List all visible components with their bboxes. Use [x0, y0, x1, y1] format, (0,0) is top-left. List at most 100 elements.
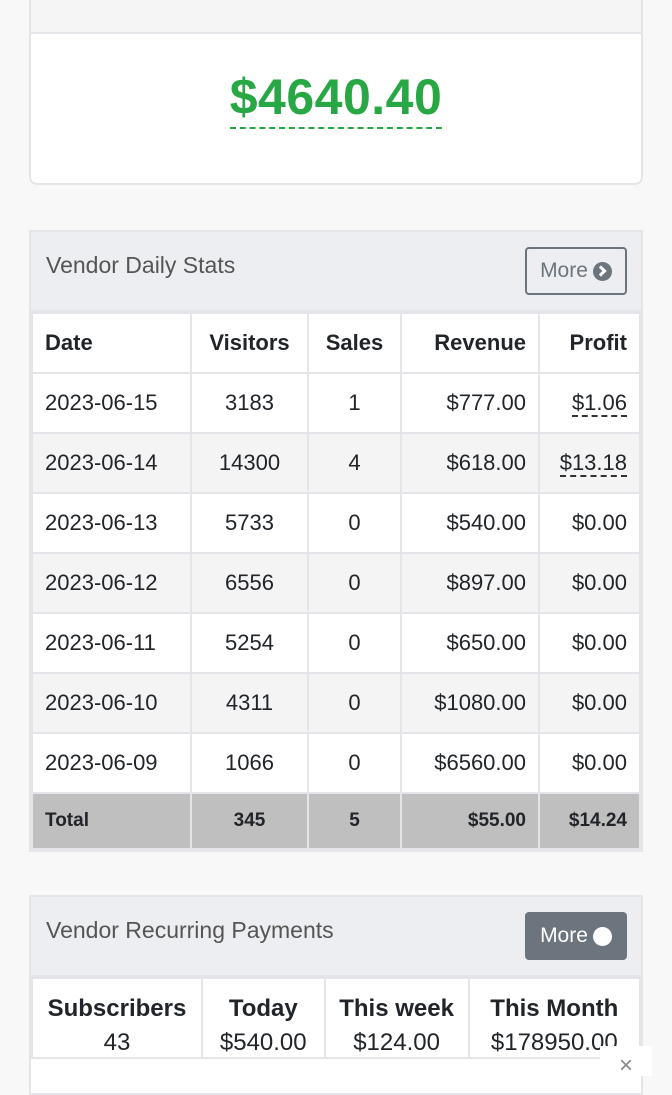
stat-value: $124.00	[353, 1029, 440, 1056]
cell-value: 2023-06-09	[45, 750, 158, 775]
table-cell: 0	[307, 672, 402, 734]
total-amount[interactable]: $4640.40	[229, 69, 443, 129]
table-cell: $6560.00	[400, 732, 540, 794]
table-cell: $55.00	[400, 792, 540, 850]
cell-value: Total	[45, 810, 89, 831]
table-cell: $618.00	[400, 432, 540, 494]
chevron-circle-right-icon	[592, 261, 612, 281]
table-cell: $0.00	[538, 492, 641, 554]
table-cell: $897.00	[400, 552, 540, 614]
table-cell: 2023-06-12	[31, 552, 192, 614]
cell-value: 0	[348, 690, 361, 715]
cell-value: $0.00	[571, 510, 627, 535]
cell-value: 5	[349, 810, 360, 831]
stat-label: This week	[339, 995, 454, 1022]
daily-more-button[interactable]: More	[525, 247, 627, 295]
table-cell: $777.00	[400, 372, 540, 434]
stat-label: Subscribers	[47, 995, 187, 1022]
cell-value: 6556	[225, 570, 274, 595]
profit-link[interactable]: $13.18	[559, 450, 627, 477]
table-cell: $0.00	[538, 552, 641, 614]
stat-label: This Month	[490, 995, 619, 1022]
stat-value: 43	[103, 1029, 131, 1056]
cell-value: 4	[348, 450, 361, 475]
table-cell: $0.00	[538, 672, 641, 734]
cell-value: 2023-06-10	[45, 690, 158, 715]
cell-value: 1066	[225, 750, 274, 775]
table-row: 2023-06-12 6556 0 $897.00 $0.00	[31, 552, 641, 614]
close-icon[interactable]: ×	[600, 1046, 652, 1079]
table-cell: 2023-06-09	[31, 732, 192, 794]
table-cell: 345	[190, 792, 309, 850]
recurring-stat: This week $124.00	[323, 977, 470, 1059]
table-cell: 4	[307, 432, 402, 494]
column-header[interactable]: Date	[31, 312, 192, 374]
table-cell: 2023-06-15	[31, 372, 192, 434]
cell-value: 0	[348, 570, 361, 595]
card-title: Vendor Recurring Payments	[46, 917, 334, 943]
table-cell: 5254	[190, 612, 309, 674]
table-cell: $0.00	[538, 612, 641, 674]
table-cell: $13.18	[538, 432, 641, 494]
cell-value: $540.00	[446, 510, 526, 535]
table-cell: 3183	[190, 372, 309, 434]
column-header[interactable]: Profit	[538, 312, 641, 374]
cell-value: 5733	[225, 510, 274, 535]
vendor-recurring-payments-card: Vendor Recurring Payments More Subscribe…	[29, 895, 643, 1095]
table-cell: 5	[307, 792, 402, 850]
summary-card-header	[31, 0, 641, 34]
table-row: 2023-06-11 5254 0 $650.00 $0.00	[31, 612, 641, 674]
cell-value: $897.00	[446, 570, 526, 595]
profit-link[interactable]: $1.06	[571, 390, 627, 417]
table-cell: 6556	[190, 552, 309, 614]
table-cell: 1066	[190, 732, 309, 794]
cell-value: 2023-06-11	[45, 630, 156, 655]
table-cell: 2023-06-11	[31, 612, 192, 674]
cell-value: $14.24	[568, 810, 627, 831]
column-header[interactable]: Sales	[307, 312, 402, 374]
table-row: 2023-06-10 4311 0 $1080.00 $0.00	[31, 672, 641, 734]
cell-value: $0.00	[571, 570, 627, 595]
cell-value: $1080.00	[434, 690, 526, 715]
table-cell: $1080.00	[400, 672, 540, 734]
table-cell: 14300	[190, 432, 309, 494]
stat-value: $178950.00	[490, 1029, 618, 1056]
table-cell: 1	[307, 372, 402, 434]
table-cell: 4311	[190, 672, 309, 734]
chevron-circle-right-icon	[592, 926, 612, 946]
column-header[interactable]: Visitors	[190, 312, 309, 374]
more-label: More	[540, 259, 588, 282]
table-cell: $650.00	[400, 612, 540, 674]
cell-value: 2023-06-15	[45, 390, 158, 415]
table-cell: 5733	[190, 492, 309, 554]
cell-value: $618.00	[446, 450, 526, 475]
table-row: 2023-06-09 1066 0 $6560.00 $0.00	[31, 732, 641, 794]
cell-value: 0	[348, 510, 361, 535]
total-row: Total 345 5 $55.00 $14.24	[31, 792, 641, 850]
recurring-more-button[interactable]: More	[525, 912, 627, 960]
table-cell: Total	[31, 792, 192, 850]
daily-stats-table: Date Visitors Sales Revenue Profit 2023-06-1…	[31, 312, 641, 850]
recurring-stat: This Month $178950.00	[467, 977, 642, 1059]
cell-value: $777.00	[446, 390, 526, 415]
table-cell: 0	[307, 552, 402, 614]
table-cell: 0	[307, 612, 402, 674]
recurring-stat: Today $540.00	[200, 977, 326, 1059]
table-cell: $1.06	[538, 372, 641, 434]
card-title: Vendor Daily Stats	[46, 252, 236, 278]
more-label: More	[540, 924, 588, 947]
column-header[interactable]: Revenue	[400, 312, 540, 374]
cell-value: 2023-06-14	[45, 450, 158, 475]
table-row: 2023-06-14 14300 4 $618.00 $13.18	[31, 432, 641, 494]
cell-value: 2023-06-13	[45, 510, 158, 535]
table-row: 2023-06-15 3183 1 $777.00 $1.06	[31, 372, 641, 434]
cell-value: 4311	[225, 690, 274, 715]
table-cell: 0	[307, 732, 402, 794]
cell-value: 3183	[225, 390, 274, 415]
cell-value: 14300	[218, 450, 281, 475]
table-cell: 2023-06-14	[31, 432, 192, 494]
summary-card: $4640.40	[29, 0, 643, 185]
vendor-daily-stats-card: Vendor Daily Stats More Date Visitors Sale…	[29, 230, 643, 852]
cell-value: 2023-06-12	[45, 570, 158, 595]
table-cell: $540.00	[400, 492, 540, 554]
